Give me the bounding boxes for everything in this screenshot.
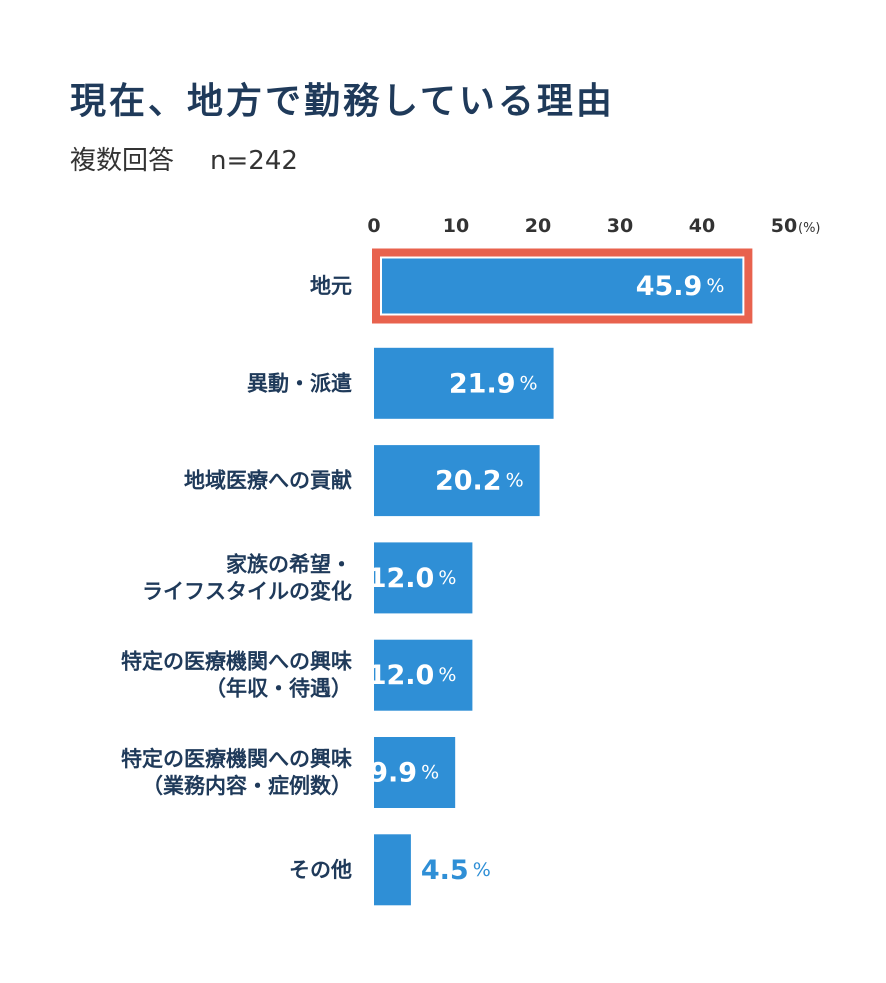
category-label: （業務内容・症例数） <box>142 774 352 798</box>
bar <box>374 834 411 906</box>
data-label: 21.9% <box>449 368 538 399</box>
x-tick-label: 40 <box>689 215 715 237</box>
category-label: 家族の希望・ <box>226 552 352 576</box>
chart-title: 現在、地方で勤務している理由 <box>70 81 615 122</box>
data-label: 20.2% <box>435 465 524 496</box>
category-label: （年収・待遇） <box>205 677 352 701</box>
chart-subtitle: 複数回答 n=242 <box>70 140 298 177</box>
data-label: 12.0% <box>368 660 457 691</box>
category-label: その他 <box>289 858 352 882</box>
data-label: 45.9% <box>636 271 725 302</box>
x-axis-unit-label: (%) <box>798 221 821 236</box>
x-tick-label: 0 <box>367 215 380 237</box>
sample-size-label: n=242 <box>210 146 298 176</box>
data-label: 12.0% <box>368 562 457 593</box>
category-label: 異動・派遣 <box>247 371 352 395</box>
bar <box>374 639 473 711</box>
category-label: 地域医療への貢献 <box>184 469 352 493</box>
response-type-label: 複数回答 <box>70 146 175 176</box>
bar <box>374 347 554 419</box>
highlight-frame <box>372 248 753 324</box>
data-label: 9.9% <box>369 757 439 788</box>
bar <box>374 445 540 517</box>
category-label: ライフスタイルの変化 <box>142 579 352 603</box>
bar <box>382 258 743 314</box>
bar <box>374 737 456 808</box>
category-label: 特定の医療機関への興味 <box>121 650 352 674</box>
x-tick-label: 50 <box>771 215 797 237</box>
bar <box>374 542 473 614</box>
x-tick-label: 30 <box>607 215 633 237</box>
x-tick-label: 20 <box>525 215 551 237</box>
category-label: 地元 <box>310 274 352 298</box>
x-tick-label: 10 <box>443 215 469 237</box>
category-label: 特定の医療機関への興味 <box>121 747 352 771</box>
data-label: 4.5% <box>421 854 491 885</box>
